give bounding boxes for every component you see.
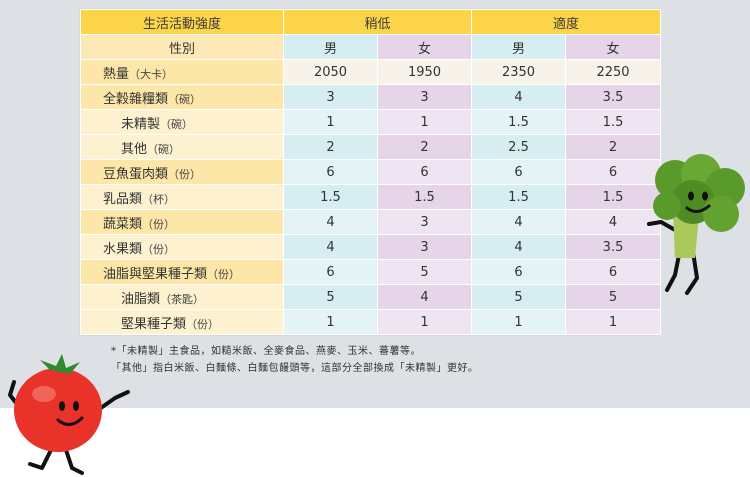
row-cell: 5 xyxy=(376,259,473,285)
row-cell: 6 xyxy=(376,159,473,185)
row-cell: 4 xyxy=(283,209,378,235)
header-group-low: 稍低 xyxy=(282,9,473,35)
header-row-gender: 性別 男 女 男 女 xyxy=(80,34,662,60)
table-row: 堅果種子類（份） 1 1 1 1 xyxy=(80,309,662,335)
row-cell: 4 xyxy=(471,84,567,110)
header-corner: 生活活動強度 xyxy=(80,9,284,35)
row-cell: 2 xyxy=(376,134,473,160)
row-label: 蔬菜類（份） xyxy=(80,209,284,235)
row-cell: 1 xyxy=(283,309,378,335)
row-cell: 4 xyxy=(471,234,567,260)
footnote-line: *「未精製」主食品，如糙米飯、全麥食品、燕麥、玉米、蕃薯等。 xyxy=(111,346,421,357)
header-gender: 男 xyxy=(471,34,567,60)
row-cell: 1.5 xyxy=(283,184,378,210)
row-label: 水果類（份） xyxy=(80,234,284,260)
header-row-intensity: 生活活動強度 稍低 適度 xyxy=(80,9,662,35)
row-cell: 3 xyxy=(283,84,378,110)
row-cell: 1.5 xyxy=(565,184,662,210)
row-cell: 1 xyxy=(376,109,473,135)
row-cell: 6 xyxy=(283,259,378,285)
row-cell: 2 xyxy=(565,134,662,160)
row-cell: 5 xyxy=(471,284,567,310)
row-cell: 6 xyxy=(565,159,662,185)
row-cell: 2250 xyxy=(565,59,662,85)
row-cell: 6 xyxy=(471,259,567,285)
row-cell: 5 xyxy=(283,284,378,310)
header-gender-label: 性別 xyxy=(80,34,284,60)
header-gender: 女 xyxy=(376,34,473,60)
footnote: *「未精製」主食品，如糙米飯、全麥食品、燕麥、玉米、蕃薯等。 「其他」指白米飯、… xyxy=(111,343,479,377)
row-label: 堅果種子類（份） xyxy=(80,309,284,335)
table-row: 熱量（大卡） 2050 1950 2350 2250 xyxy=(80,59,662,85)
broccoli-mascot-icon xyxy=(647,154,745,295)
row-cell: 6 xyxy=(471,159,567,185)
table-row: 乳品類（杯） 1.5 1.5 1.5 1.5 xyxy=(80,184,662,210)
row-label: 其他（碗） xyxy=(80,134,284,160)
table-row: 未精製（碗） 1 1 1.5 1.5 xyxy=(80,109,662,135)
row-cell: 1.5 xyxy=(376,184,473,210)
row-label: 未精製（碗） xyxy=(80,109,284,135)
nutrition-table: 生活活動強度 稍低 適度 性別 男 女 男 女 熱量（大卡） 2050 1950… xyxy=(79,8,662,336)
row-label: 油脂與堅果種子類（份） xyxy=(80,259,284,285)
table-row: 水果類（份） 4 3 4 3.5 xyxy=(80,234,662,260)
row-cell: 1.5 xyxy=(565,109,662,135)
row-label: 熱量（大卡） xyxy=(80,59,284,85)
row-cell: 1 xyxy=(565,309,662,335)
row-label: 豆魚蛋肉類（份） xyxy=(80,159,284,185)
row-cell: 6 xyxy=(283,159,378,185)
header-gender: 男 xyxy=(283,34,378,60)
table-row: 全穀雜糧類（碗） 3 3 4 3.5 xyxy=(80,84,662,110)
table-row: 蔬菜類（份） 4 3 4 4 xyxy=(80,209,662,235)
row-label: 全穀雜糧類（碗） xyxy=(80,84,284,110)
table-row: 其他（碗） 2 2 2.5 2 xyxy=(80,134,662,160)
row-cell: 3 xyxy=(376,209,473,235)
table-row: 油脂類（茶匙） 5 4 5 5 xyxy=(80,284,662,310)
row-cell: 1.5 xyxy=(471,184,567,210)
row-cell: 2 xyxy=(283,134,378,160)
row-cell: 1 xyxy=(376,309,473,335)
row-cell: 5 xyxy=(565,284,662,310)
tomato-mascot-icon xyxy=(8,354,130,475)
table-row: 油脂與堅果種子類（份） 6 5 6 6 xyxy=(80,259,662,285)
footnote-line: 「其他」指白米飯、白麵條、白麵包饅頭等，這部分全部換成「未精製」更好。 xyxy=(111,363,479,374)
row-cell: 1950 xyxy=(376,59,473,85)
header-gender: 女 xyxy=(565,34,662,60)
row-cell: 4 xyxy=(283,234,378,260)
row-cell: 3.5 xyxy=(565,84,662,110)
row-cell: 2.5 xyxy=(471,134,567,160)
row-cell: 6 xyxy=(565,259,662,285)
row-cell: 3 xyxy=(376,84,473,110)
table-row: 豆魚蛋肉類（份） 6 6 6 6 xyxy=(80,159,662,185)
row-label: 油脂類（茶匙） xyxy=(80,284,284,310)
bottom-background xyxy=(0,408,750,477)
row-cell: 3 xyxy=(376,234,473,260)
row-cell: 4 xyxy=(471,209,567,235)
row-label: 乳品類（杯） xyxy=(80,184,284,210)
row-cell: 4 xyxy=(376,284,473,310)
row-cell: 2050 xyxy=(283,59,378,85)
row-cell: 1 xyxy=(283,109,378,135)
row-cell: 1 xyxy=(471,309,567,335)
row-cell: 4 xyxy=(565,209,662,235)
row-cell: 2350 xyxy=(471,59,567,85)
header-group-moderate: 適度 xyxy=(471,9,662,35)
row-cell: 1.5 xyxy=(471,109,567,135)
